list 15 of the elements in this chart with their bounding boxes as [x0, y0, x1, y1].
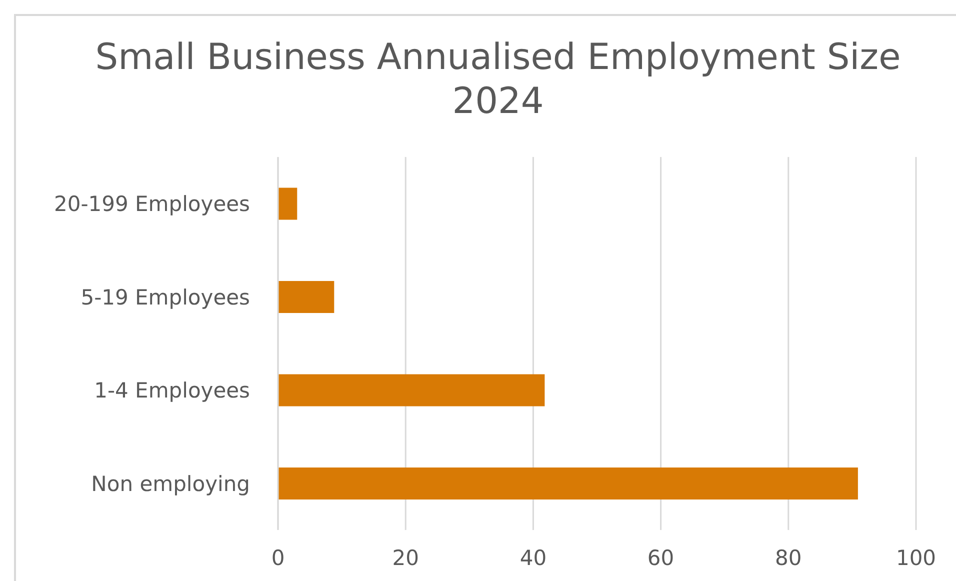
x-tick-label: 40	[520, 546, 547, 570]
bar	[278, 374, 545, 406]
bar	[278, 281, 334, 314]
y-tick-label: 5-19 Employees	[80, 285, 250, 310]
chart-title: Small Business Annualised Employment Size 2024	[94, 36, 902, 124]
x-tick-label: 80	[775, 546, 802, 570]
x-tick-label: 20	[392, 546, 419, 570]
y-tick-label: 1-4 Employees	[94, 378, 250, 403]
x-tick-label: 0	[271, 546, 285, 570]
y-tick-label: 20-199 Employees	[54, 192, 250, 216]
bar	[278, 188, 298, 220]
x-tick-label: 60	[647, 546, 674, 570]
y-tick-label: Non employing	[91, 472, 250, 496]
x-tick-label: 100	[896, 546, 936, 570]
bar	[278, 468, 858, 500]
